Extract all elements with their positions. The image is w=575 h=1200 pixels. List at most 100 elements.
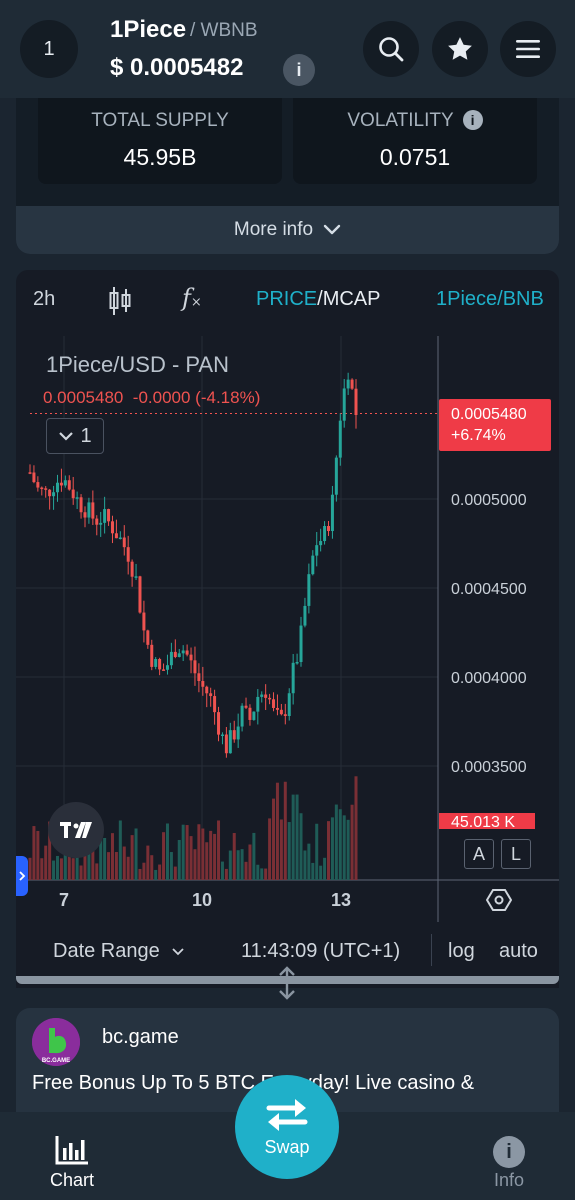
chevron-down-icon <box>59 432 74 441</box>
log-toggle[interactable]: log <box>448 940 475 962</box>
x-tick-label: 10 <box>192 890 212 910</box>
log-scale-button[interactable]: L <box>501 839 531 869</box>
date-range-selector[interactable]: Date Range <box>53 940 185 963</box>
volume-tag: 45.013 K <box>439 813 535 829</box>
candlestick-icon <box>109 287 131 315</box>
candle-body <box>327 526 331 532</box>
volume-bar <box>236 850 240 880</box>
x-tick-label: 7 <box>59 890 69 910</box>
volume-bar <box>197 824 201 880</box>
volume-bar <box>59 858 63 880</box>
interval-selector[interactable]: 2h <box>33 288 56 310</box>
volume-bar <box>346 819 350 880</box>
candle-body <box>99 522 103 525</box>
chart-legend-values: 0.0005480 -0.0000 (-4.18%) <box>43 388 261 407</box>
candle-body <box>323 526 327 542</box>
volume-bar <box>126 856 130 880</box>
ad-banner[interactable]: BC.GAME bc.game Free Bonus Up To 5 BTC E… <box>16 1008 559 1118</box>
more-info-button[interactable]: More info <box>16 206 559 254</box>
info-icon[interactable]: i <box>283 54 315 86</box>
candle-body <box>268 697 272 700</box>
chart-clock: 11:43:09 (UTC+1) <box>241 940 401 962</box>
candle-body <box>295 662 299 664</box>
price-chart[interactable]: 0.0005000 0.0004500 0.0004000 0.0003500 7 10 1… <box>16 336 559 988</box>
volume-bar <box>103 837 107 880</box>
volume-bar <box>79 865 83 880</box>
total-supply-label: TOTAL SUPPLY <box>91 110 229 131</box>
candle-body <box>40 487 44 490</box>
price-toggle-label[interactable]: PRICE <box>256 288 318 310</box>
auto-toggle[interactable]: auto <box>499 940 538 962</box>
candle-body <box>59 482 63 486</box>
search-icon <box>379 37 404 62</box>
auto-scale-button[interactable]: A <box>464 839 494 869</box>
candle-body <box>173 651 177 657</box>
volume-bar <box>338 809 342 880</box>
volume-bar <box>91 848 95 880</box>
volume-bar <box>110 833 114 880</box>
nav-info[interactable]: i Info <box>459 1112 559 1200</box>
favorite-button[interactable] <box>432 21 488 77</box>
pair-selector[interactable]: 1Piece/BNB <box>436 288 544 310</box>
nav-chart[interactable]: Chart <box>22 1112 122 1200</box>
search-button[interactable] <box>363 21 419 77</box>
swap-button[interactable]: Swap <box>235 1075 339 1179</box>
current-price-tag-change: +6.74% <box>451 427 506 444</box>
settings-hex-icon <box>485 889 513 911</box>
candle-body <box>63 480 67 486</box>
candle-body <box>52 492 56 497</box>
candle-style-button[interactable] <box>108 286 132 322</box>
candle-body <box>95 518 99 525</box>
chart-panel: 2h f× PRICE/MCAP 1Piece/BNB 0.0005000 0.0… <box>16 270 559 988</box>
candle-body <box>346 379 350 389</box>
menu-button[interactable] <box>500 21 556 77</box>
volume-bar <box>334 804 338 880</box>
candle-body <box>118 537 122 540</box>
candle-body <box>248 707 252 720</box>
volume-bar <box>173 866 177 880</box>
indicators-collapse-toggle[interactable]: 1 <box>46 418 104 454</box>
star-icon <box>448 37 472 60</box>
info-icon[interactable]: i <box>462 110 483 130</box>
function-icon: f× <box>182 284 202 312</box>
candle-body <box>193 660 197 674</box>
resize-handle[interactable] <box>276 966 298 1005</box>
candle-body <box>181 650 185 654</box>
candle-body <box>28 472 32 474</box>
nav-chart-label: Chart <box>49 1170 94 1190</box>
nav-info-label: Info <box>493 1170 525 1190</box>
volume-bar <box>169 852 173 880</box>
candle-body <box>256 696 260 712</box>
candle-body <box>354 388 358 416</box>
candle-body <box>311 555 315 575</box>
volume-bar <box>268 818 272 880</box>
swap-arrows-icon <box>266 1098 308 1131</box>
indicators-button[interactable]: f× <box>182 284 202 312</box>
candle-body <box>205 686 209 694</box>
candle-body <box>91 502 95 519</box>
candle-body <box>177 653 181 657</box>
volume-bar <box>295 794 299 880</box>
candle-body <box>146 630 150 645</box>
x-tick-label: 13 <box>331 890 351 910</box>
candle-body <box>126 547 130 562</box>
chart-settings-button[interactable] <box>485 887 513 918</box>
bcgame-logo-icon: BC.GAME <box>32 1018 80 1066</box>
candle-body <box>79 497 83 513</box>
volume-bar <box>52 860 56 880</box>
ad-logo: BC.GAME <box>32 1018 80 1066</box>
volume-bar <box>154 869 158 880</box>
y-tick-label: 0.0004000 <box>451 670 527 687</box>
candle-body <box>315 545 319 556</box>
volume-bar <box>299 813 303 880</box>
candle-body <box>36 482 40 488</box>
tradingview-logo[interactable] <box>48 802 104 858</box>
menu-icon <box>516 40 540 58</box>
volume-bar <box>28 857 32 880</box>
volume-bar <box>44 845 48 880</box>
volume-bar <box>291 794 295 880</box>
price-mcap-toggle[interactable]: PRICE/MCAP <box>256 288 380 311</box>
volume-bar <box>122 846 126 880</box>
mcap-toggle-label[interactable]: MCAP <box>322 288 381 310</box>
sidebar-expand-handle[interactable] <box>16 856 28 896</box>
